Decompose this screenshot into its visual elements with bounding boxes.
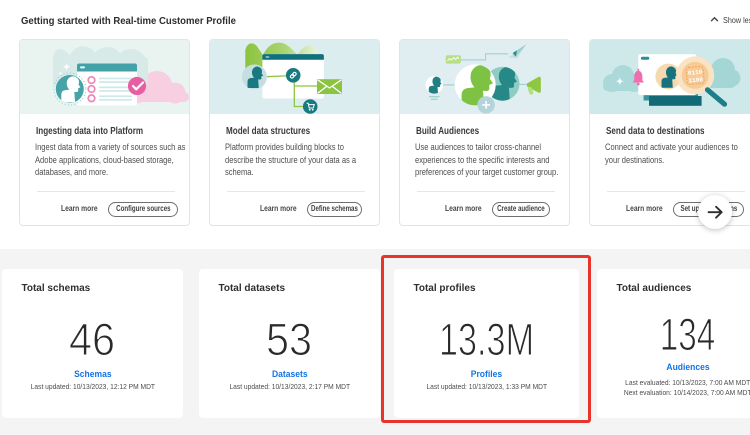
svg-text:1100: 1100 (688, 76, 703, 84)
svg-text:0110: 0110 (688, 69, 703, 77)
